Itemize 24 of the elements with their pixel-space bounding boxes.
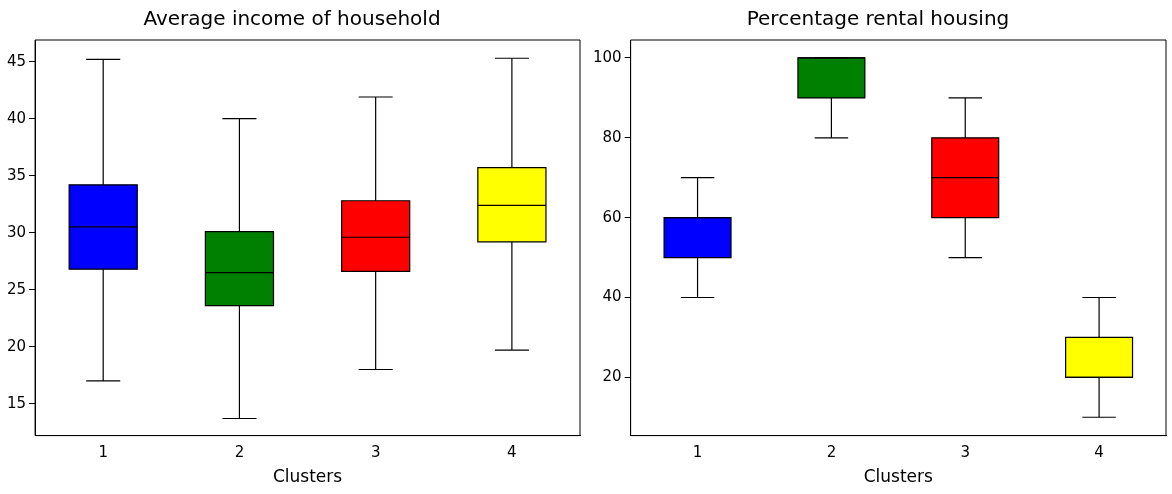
x-tick-label: 2 bbox=[826, 443, 837, 462]
x-tick-label: 4 bbox=[507, 443, 517, 462]
y-tick-label: 15 bbox=[6, 393, 27, 412]
x-axis-title: Clusters bbox=[863, 466, 934, 487]
x-tick-label: 1 bbox=[692, 443, 703, 462]
y-tick-label: 40 bbox=[6, 108, 27, 127]
chart-title: Average income of household bbox=[143, 6, 441, 31]
y-tick-label: 25 bbox=[6, 279, 27, 298]
y-tick-label: 100 bbox=[592, 47, 622, 66]
y-tick-label: 30 bbox=[6, 222, 27, 241]
y-tick-label: 60 bbox=[602, 207, 622, 226]
x-tick-label: 3 bbox=[960, 443, 971, 462]
y-tick-label: 35 bbox=[6, 165, 27, 184]
x-tick-label: 3 bbox=[370, 443, 381, 462]
y-tick-label: 20 bbox=[6, 336, 27, 355]
x-axis-title: Clusters bbox=[272, 466, 343, 487]
y-tick-label: 45 bbox=[6, 51, 27, 70]
chart-title: Percentage rental housing bbox=[746, 6, 1010, 31]
x-tick-label: 2 bbox=[234, 443, 245, 462]
y-tick-label: 40 bbox=[602, 287, 622, 306]
x-tick-label: 4 bbox=[1094, 443, 1104, 462]
y-tick-label: 80 bbox=[602, 127, 622, 146]
y-tick-label: 20 bbox=[602, 367, 622, 386]
x-tick-label: 1 bbox=[98, 443, 108, 462]
